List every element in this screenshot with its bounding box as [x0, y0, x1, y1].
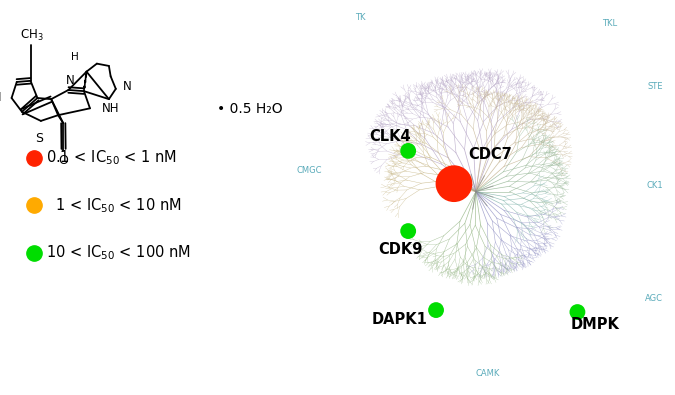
Text: CK1: CK1: [647, 181, 663, 190]
Text: CMGC: CMGC: [297, 166, 322, 175]
Text: CLK4: CLK4: [369, 129, 411, 144]
Point: [403, 148, 414, 154]
Text: O: O: [58, 154, 68, 167]
Text: • 0.5 H₂O: • 0.5 H₂O: [217, 102, 282, 116]
Point: [403, 228, 414, 234]
Text: N: N: [124, 80, 132, 93]
Text: 0.1 < IC$_{50}$ < 1 nM: 0.1 < IC$_{50}$ < 1 nM: [46, 149, 177, 167]
Point: [431, 307, 441, 313]
Point: [572, 309, 583, 315]
Text: DMPK: DMPK: [571, 317, 620, 332]
Text: CDC7: CDC7: [468, 147, 512, 162]
Point: [449, 181, 460, 187]
Text: 10 < IC$_{50}$ < 100 nM: 10 < IC$_{50}$ < 100 nM: [46, 243, 191, 262]
Text: H: H: [72, 52, 79, 62]
Text: S: S: [35, 132, 43, 145]
Text: TK: TK: [355, 13, 366, 22]
Text: N: N: [65, 73, 74, 87]
Text: DAPK1: DAPK1: [371, 312, 427, 327]
Text: CDK9: CDK9: [378, 242, 423, 257]
Text: NH: NH: [102, 102, 119, 115]
Text: CAMK: CAMK: [476, 369, 500, 378]
Text: 1 < IC$_{50}$ < 10 nM: 1 < IC$_{50}$ < 10 nM: [46, 196, 182, 215]
Text: HN: HN: [0, 92, 3, 105]
Text: AGC: AGC: [645, 294, 663, 303]
Text: TKL: TKL: [601, 19, 617, 28]
Text: CH$_3$: CH$_3$: [20, 28, 44, 43]
Text: STE: STE: [647, 83, 663, 91]
